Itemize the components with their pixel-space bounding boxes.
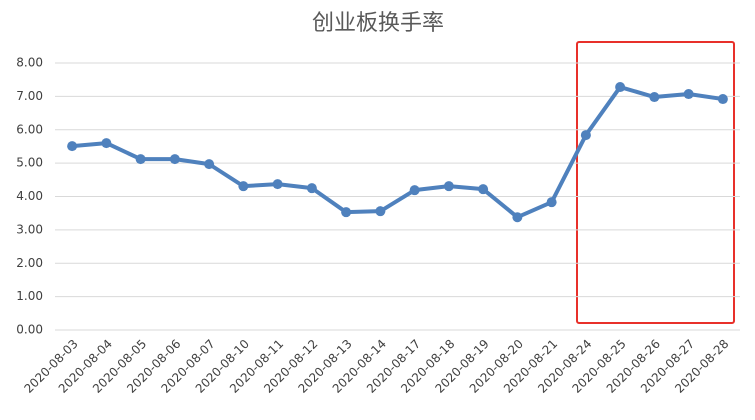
data-point: [67, 141, 78, 152]
data-point: [649, 92, 660, 103]
data-point: [272, 179, 283, 190]
y-tick-label: 0.00: [16, 323, 43, 337]
y-tick-label: 5.00: [16, 156, 43, 170]
y-tick-label: 2.00: [16, 256, 43, 270]
data-point: [204, 159, 215, 170]
y-tick-label: 4.00: [16, 189, 43, 203]
data-point: [615, 82, 626, 93]
data-point: [580, 130, 591, 141]
y-tick-label: 6.00: [16, 122, 43, 136]
data-point: [169, 154, 180, 165]
data-point: [135, 154, 146, 165]
data-line: [71, 85, 724, 220]
data-point: [409, 185, 420, 196]
data-point: [101, 138, 112, 149]
data-point: [683, 89, 694, 100]
data-point: [375, 206, 386, 217]
y-tick-label: 8.00: [16, 56, 43, 70]
y-tick-label: 3.00: [16, 222, 43, 236]
data-point: [512, 212, 523, 223]
data-point: [306, 183, 317, 194]
highlight-box: [576, 41, 735, 324]
data-point: [341, 207, 352, 218]
data-point: [478, 184, 489, 195]
data-point: [443, 181, 454, 192]
data-point: [546, 197, 557, 208]
data-point: [238, 181, 249, 192]
y-tick-label: 7.00: [16, 89, 43, 103]
data-point: [717, 94, 728, 105]
chart-title: 创业板换手率: [312, 11, 444, 36]
y-tick-label: 1.00: [16, 289, 43, 303]
